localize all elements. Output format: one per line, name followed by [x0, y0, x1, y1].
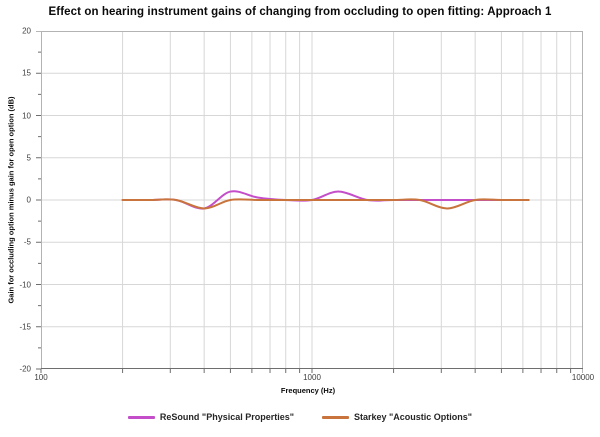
- y-tick-label: -15: [19, 322, 31, 332]
- y-tick-label: -20: [19, 364, 31, 374]
- y-tick-label: -10: [19, 280, 31, 289]
- x-tick-label: 1000: [303, 373, 321, 382]
- y-tick-label: 5: [26, 153, 31, 163]
- chart-title: Effect on hearing instrument gains of ch…: [48, 6, 552, 18]
- legend-item-1: Starkey "Acoustic Options": [322, 412, 472, 422]
- legend-line-swatch: [127, 415, 155, 419]
- legend-label: Starkey "Acoustic Options": [354, 412, 473, 422]
- x-tick-label: 10000: [571, 373, 595, 382]
- y-tick-label: 10: [22, 111, 31, 120]
- x-axis-title: Frequency (Hz): [280, 386, 336, 395]
- x-axis-tick-labels: 100 1000 10000: [33, 371, 594, 383]
- y-tick-label: 0: [26, 195, 31, 205]
- y-tick-label: 20: [22, 26, 31, 36]
- legend-item-0: ReSound "Physical Properties": [127, 412, 294, 422]
- y-tick-label: 15: [22, 68, 31, 78]
- series-line-1: [121, 198, 530, 210]
- y-tick-label: -5: [23, 237, 31, 247]
- legend: ReSound "Physical Properties" Starkey "Ac…: [0, 412, 600, 422]
- x-tick-label: 100: [34, 373, 48, 382]
- plot-area: [36, 31, 583, 373]
- legend-label: ReSound "Physical Properties": [159, 412, 294, 422]
- legend-line-swatch: [322, 415, 349, 419]
- y-axis-tick-labels: 20 15 10 5 0 -5 -10 -15 -20: [0, 27, 35, 374]
